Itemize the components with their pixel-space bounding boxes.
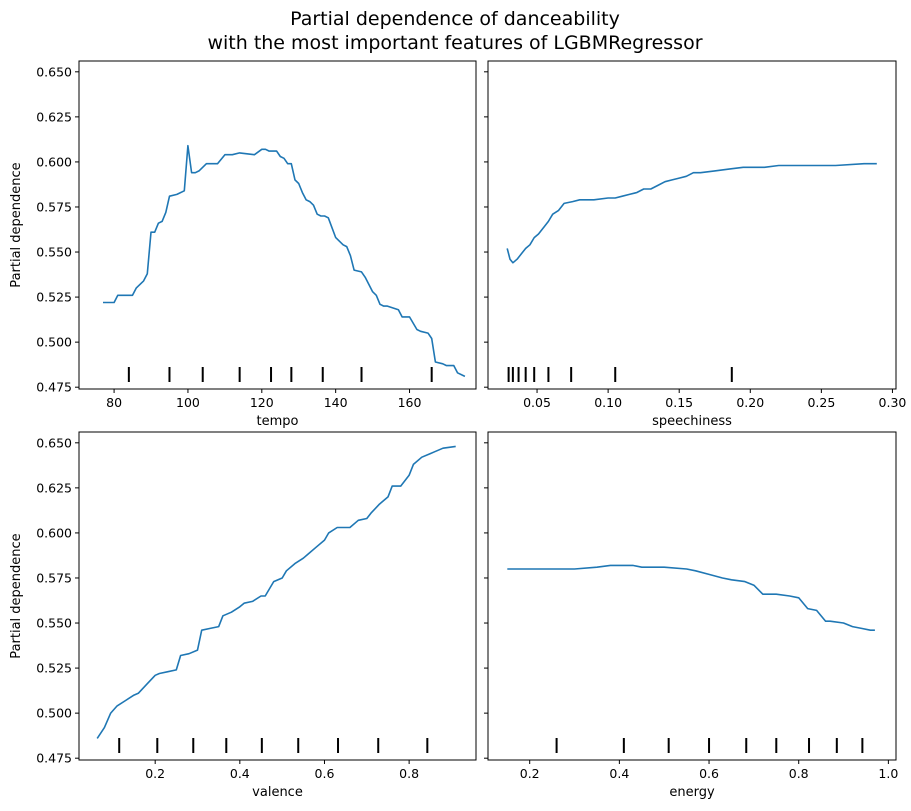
x-axis-label: energy — [669, 785, 715, 800]
figure-title-line-2: with the most important features of LGBM… — [207, 32, 702, 54]
figure-title-line-1: Partial dependence of danceability — [290, 8, 620, 30]
x-tick-label: 0.05 — [523, 395, 551, 410]
y-tick-label: 0.525 — [36, 661, 72, 676]
x-tick-label: 160 — [398, 395, 422, 410]
x-tick-label: 0.6 — [699, 766, 719, 781]
x-tick-label: 0.25 — [807, 395, 835, 410]
y-tick-label: 0.625 — [36, 480, 72, 495]
y-tick-label: 0.600 — [36, 525, 72, 540]
x-axis-label: tempo — [257, 414, 299, 429]
x-tick-label: 0.8 — [399, 766, 419, 781]
plot-frame — [487, 60, 897, 390]
pd-line-speechiness — [506, 162, 877, 264]
plot-frame — [78, 431, 477, 761]
pd-line-energy — [507, 564, 875, 632]
x-axis-label: valence — [252, 785, 303, 800]
x-tick-label: 0.4 — [230, 766, 250, 781]
subplot-speechiness: 0.05 0.10 0.15 0.20 0.25 0.30 speechiness — [484, 60, 907, 429]
x-tick-label: 0.30 — [879, 395, 907, 410]
y-tick-label: 0.475 — [36, 751, 72, 766]
pd-line-valence — [96, 445, 456, 739]
x-tick-label: 1.0 — [878, 766, 898, 781]
x-tick-label: 0.2 — [145, 766, 165, 781]
y-tick-label: 0.550 — [36, 616, 72, 631]
x-axis-label: speechiness — [652, 414, 732, 429]
y-tick-label: 0.650 — [36, 435, 72, 450]
y-tick-label: 0.500 — [36, 706, 72, 721]
x-tick-label: 0.6 — [315, 766, 335, 781]
x-tick-label: 80 — [106, 395, 122, 410]
y-tick-label: 0.650 — [36, 64, 72, 79]
x-tick-label: 120 — [250, 395, 274, 410]
plot-frame — [78, 60, 477, 390]
y-tick-label: 0.600 — [36, 154, 72, 169]
y-tick-label: 0.575 — [36, 199, 72, 214]
y-tick-label: 0.550 — [36, 245, 72, 260]
y-tick-label: 0.500 — [36, 335, 72, 350]
x-tick-label: 140 — [324, 395, 348, 410]
y-tick-label: 0.525 — [36, 290, 72, 305]
x-tick-label: 0.4 — [609, 766, 629, 781]
x-tick-label: 0.20 — [736, 395, 764, 410]
subplot-tempo: 80 100 120 140 160 0.475 0.500 0.525 0.550 0.575 0… — [9, 60, 477, 429]
subplot-grid: 80 100 120 140 1600.4750.5000.5250.5500.5750… — [9, 60, 907, 800]
subplot-valence: 0.2 0.4 0.6 0.8 0.475 0.500 0.525 0.550 0.575 0.6… — [9, 431, 477, 800]
y-axis-label: Partial dependence — [9, 162, 24, 287]
x-tick-label: 0.15 — [665, 395, 693, 410]
y-axis-label: Partial dependence — [9, 533, 24, 658]
plot-frame — [487, 431, 897, 761]
x-tick-label: 0.2 — [520, 766, 540, 781]
y-tick-label: 0.625 — [36, 109, 72, 124]
subplot-energy: 0.2 0.4 0.6 0.8 1.0 energy — [484, 431, 898, 800]
x-tick-label: 0.8 — [789, 766, 809, 781]
pd-line-tempo — [103, 144, 466, 378]
x-tick-label: 100 — [176, 395, 200, 410]
y-tick-label: 0.575 — [36, 570, 72, 585]
y-tick-label: 0.475 — [36, 380, 72, 395]
x-tick-label: 0.10 — [594, 395, 622, 410]
